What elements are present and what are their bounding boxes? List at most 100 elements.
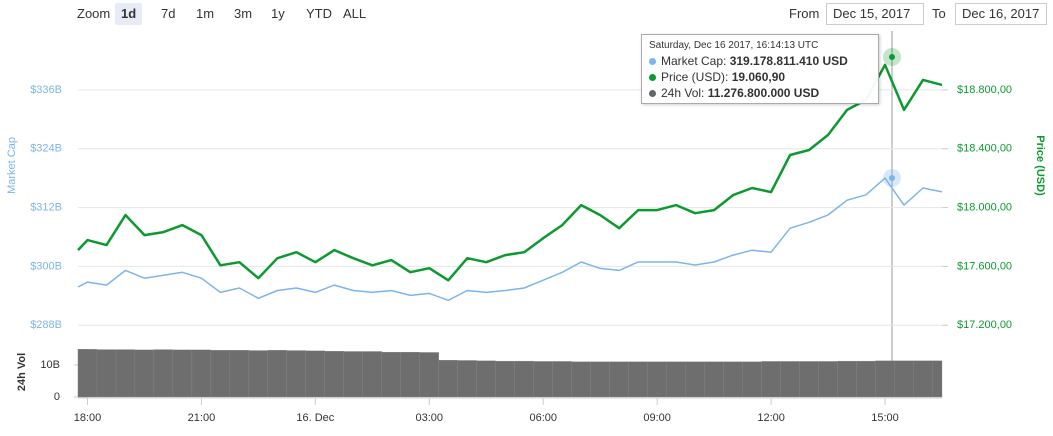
volume-bar <box>495 360 515 398</box>
volume-bar <box>875 360 895 398</box>
x-tick-label: 09:00 <box>643 412 671 424</box>
y2-tick-label: $17.600,00 <box>957 260 1012 272</box>
series-line <box>77 177 943 302</box>
volume-bar <box>457 360 477 398</box>
volume-bar <box>666 361 686 398</box>
volume-bar <box>723 361 743 398</box>
zoom-button[interactable]: 1m <box>196 6 215 21</box>
tooltip-value: 319.178.811.410 USD <box>729 54 848 68</box>
volume-bar <box>894 360 914 398</box>
volume-bar <box>514 360 534 398</box>
volume-bar <box>400 351 420 398</box>
to-label: To <box>932 6 946 21</box>
y-axis-title: Market Cap <box>6 137 18 194</box>
y-tick-label: $324B <box>30 143 62 155</box>
volume-bar <box>115 349 136 398</box>
y-axis-title: 24h Vol <box>16 353 28 391</box>
volume-bar <box>210 350 231 398</box>
series-line <box>77 63 943 282</box>
volume-bar <box>913 360 933 398</box>
volume-bar <box>552 361 572 398</box>
volume-bar <box>799 361 819 398</box>
zoom-button[interactable]: 7d <box>161 6 176 21</box>
y2-tick-label: $17.200,00 <box>957 319 1012 331</box>
x-tick-label: 15:00 <box>871 412 899 424</box>
volume-bar <box>77 349 98 398</box>
tooltip-value: 11.276.800.000 USD <box>707 86 820 100</box>
zoom-button[interactable]: 1d <box>115 3 143 25</box>
tooltip-row: Market Cap: 319.178.811.410 USD <box>642 53 878 69</box>
volume-bar <box>533 361 553 398</box>
tooltip-dot <box>649 74 656 81</box>
volume-bar <box>685 361 705 398</box>
x-tick-label: 18:00 <box>74 412 102 424</box>
volume-bar <box>305 350 326 398</box>
y2-tick-label: $18.800,00 <box>957 84 1012 96</box>
y-tick-label: $288B <box>30 319 62 331</box>
tooltip-title: Saturday, Dec 16 2017, 16:14:13 UTC <box>649 40 819 51</box>
volume-bar <box>324 351 345 398</box>
volume-bar <box>590 361 610 398</box>
tooltip: Saturday, Dec 16 2017, 16:14:13 UTC Mark… <box>641 34 879 104</box>
y2-tick-label: $18.000,00 <box>957 201 1012 213</box>
volume-bar <box>704 361 724 398</box>
x-tick-label: 21:00 <box>188 412 216 424</box>
volume-bar <box>172 349 193 398</box>
x-tick-label: 12:00 <box>757 412 785 424</box>
to-date[interactable]: Dec 16, 2017 <box>955 3 1047 25</box>
y-tick-label: $336B <box>30 84 62 96</box>
volume-bar <box>628 361 648 398</box>
zoom-button[interactable]: YTD <box>306 6 332 21</box>
from-label: From <box>789 6 820 21</box>
y2-axis-title: Price (USD) <box>1034 135 1046 196</box>
zoom-label: Zoom <box>77 6 111 21</box>
volume-bar <box>476 360 496 398</box>
volume-bar <box>134 349 155 398</box>
volume-bar <box>609 361 629 398</box>
volume-bar <box>571 361 591 398</box>
volume-bar <box>96 349 117 398</box>
volume-bar <box>267 350 288 398</box>
volume-bar <box>153 349 174 398</box>
volume-bar <box>837 360 857 398</box>
tooltip-row: Price (USD): 19.060,90 <box>642 69 878 85</box>
volume-bar <box>438 359 458 398</box>
volume-bar <box>818 361 838 398</box>
volume-bar <box>381 351 401 398</box>
volume-bar <box>647 361 667 398</box>
volume-bar <box>191 349 212 398</box>
volume-bar <box>229 350 250 398</box>
y2-tick-label: $18.400,00 <box>957 143 1012 155</box>
tooltip-label: Price (USD): <box>661 70 729 84</box>
volume-bar <box>780 361 800 398</box>
tooltip-value: 19.060,90 <box>731 70 786 84</box>
volume-bar <box>286 350 307 398</box>
y-tick-label: 0 <box>54 391 60 403</box>
volume-bar <box>362 351 382 398</box>
x-tick-label: 16. Dec <box>296 412 334 424</box>
tooltip-dot <box>649 90 656 97</box>
volume-bar <box>248 350 269 398</box>
y-tick-label: $312B <box>30 201 62 213</box>
volume-bar <box>419 352 439 398</box>
x-tick-label: 03:00 <box>416 412 444 424</box>
zoom-button[interactable]: ALL <box>343 6 367 21</box>
volume-bar <box>343 351 363 398</box>
zoom-button[interactable]: 3m <box>234 6 253 21</box>
volume-bar <box>742 361 762 398</box>
tooltip-row: 24h Vol: 11.276.800.000 USD <box>642 85 878 101</box>
from-date[interactable]: Dec 15, 2017 <box>826 3 924 25</box>
x-tick-label: 06:00 <box>529 412 557 424</box>
tooltip-label: 24h Vol: <box>661 86 705 100</box>
volume-bar <box>761 361 781 398</box>
zoom-button[interactable]: 1y <box>271 6 285 21</box>
volume-bar <box>856 360 876 398</box>
y-tick-label: 10B <box>40 359 60 371</box>
tooltip-label: Market Cap: <box>661 54 727 68</box>
volume-bar <box>932 360 943 398</box>
y-tick-label: $300B <box>30 260 62 272</box>
hover-dot <box>889 54 895 60</box>
hover-dot <box>889 175 895 181</box>
